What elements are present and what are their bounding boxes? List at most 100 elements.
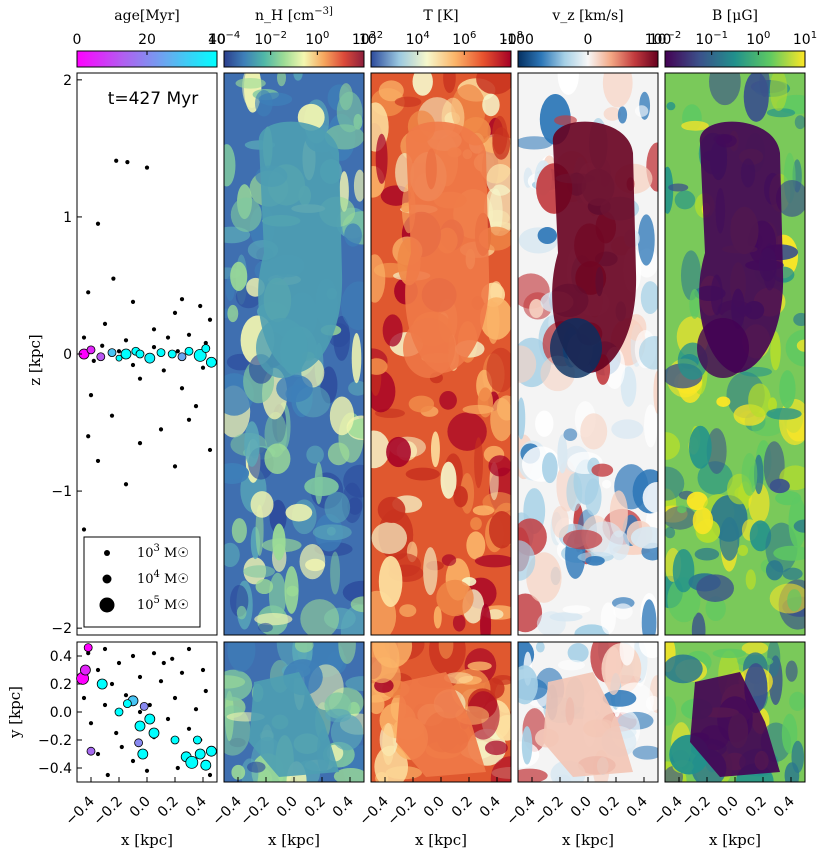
map-texture xyxy=(462,404,494,415)
map-texture xyxy=(562,605,591,614)
young-star-point xyxy=(167,349,177,359)
legend-marker xyxy=(102,574,112,584)
old-star-point xyxy=(81,695,87,701)
map-texture xyxy=(562,529,603,550)
map-texture xyxy=(557,659,585,671)
map-texture xyxy=(441,554,457,566)
map-texture xyxy=(470,517,482,531)
map-texture xyxy=(353,169,364,202)
old-star-point xyxy=(119,744,124,750)
old-star-point xyxy=(81,335,87,340)
colorbar-tick-label: 106 xyxy=(452,30,476,48)
map-texture xyxy=(630,526,658,549)
old-star-point xyxy=(172,695,178,701)
map-texture xyxy=(668,183,689,192)
old-star-point xyxy=(88,393,94,398)
map-texture xyxy=(680,250,702,301)
map-texture xyxy=(767,642,781,677)
panels xyxy=(76,72,806,783)
map-texture xyxy=(689,425,712,469)
old-star-point xyxy=(105,772,110,778)
colorbar-tick-label: 101 xyxy=(793,30,817,48)
old-star-point xyxy=(203,340,208,346)
x-tick-label: −0.4 xyxy=(650,793,685,828)
map-texture xyxy=(613,603,633,620)
map-texture xyxy=(371,522,408,554)
map-texture xyxy=(638,335,658,370)
x-tick-label: −0.4 xyxy=(356,793,391,828)
map-texture xyxy=(227,642,256,672)
map-texture xyxy=(466,531,486,560)
x-axis-label: x [kpc] xyxy=(268,831,320,849)
old-star-point xyxy=(165,716,171,722)
colorbar-title: n_H [cm−3] xyxy=(255,6,333,24)
map-texture xyxy=(665,466,685,501)
young-star-point xyxy=(144,713,156,725)
map-texture xyxy=(440,461,457,499)
map-texture xyxy=(443,672,474,684)
map-texture xyxy=(793,312,805,327)
old-star-point xyxy=(111,276,116,281)
map-texture xyxy=(293,73,303,81)
map-texture xyxy=(529,299,544,319)
map-texture xyxy=(254,613,293,626)
map-texture xyxy=(773,545,805,561)
map-texture xyxy=(340,281,364,331)
old-star-point xyxy=(86,434,91,439)
map-texture xyxy=(769,73,788,111)
map-texture xyxy=(327,442,350,466)
map-texture xyxy=(306,445,324,464)
map-texture xyxy=(766,407,802,420)
colorbar-tick-label: 104 xyxy=(406,30,430,48)
map-texture xyxy=(585,556,605,566)
map-texture xyxy=(227,304,239,323)
map-texture xyxy=(665,527,676,539)
map-texture xyxy=(793,519,805,533)
x-axis-temperature: −0.4−0.2 0.0 0.2 0.4 x [kpc] xyxy=(356,777,504,849)
old-star-point xyxy=(186,417,192,422)
young-star-point xyxy=(135,349,145,359)
map-texture xyxy=(743,73,769,122)
old-star-point xyxy=(114,158,119,163)
colorbar-tick-label: 0 xyxy=(584,32,593,48)
x-tick-label: 0.2 xyxy=(155,794,182,821)
map-texture xyxy=(706,428,727,475)
panel-frame xyxy=(370,72,512,636)
map-texture xyxy=(329,396,355,436)
colorbar-tick-label: -100 xyxy=(502,32,534,48)
map-texture xyxy=(394,96,422,108)
map-texture xyxy=(492,115,508,155)
map-texture xyxy=(399,604,417,617)
map-texture xyxy=(371,642,400,684)
map-texture xyxy=(637,214,655,266)
map-texture xyxy=(474,437,484,489)
colorbar-bfield: B [μG] 10−2 10−1 100 101 xyxy=(649,8,817,68)
map-texture xyxy=(254,89,273,117)
map-texture xyxy=(542,452,558,484)
legend-marker xyxy=(104,550,110,556)
map-texture xyxy=(244,421,260,467)
old-star-point xyxy=(200,365,206,370)
map-texture xyxy=(535,410,554,437)
x-tick-label: −0.2 xyxy=(237,794,272,829)
old-star-point xyxy=(95,458,101,464)
map-texture xyxy=(518,345,537,383)
map-texture xyxy=(482,93,500,117)
map-texture xyxy=(602,73,633,108)
map-texture xyxy=(378,555,403,607)
young-star-point xyxy=(184,346,194,356)
map-density-top xyxy=(223,72,365,636)
y-tick-label: −0.2 xyxy=(38,733,72,749)
z-tick-label: 0 xyxy=(63,347,72,363)
map-texture xyxy=(490,756,511,782)
old-star-point xyxy=(207,447,213,453)
map-texture xyxy=(769,478,790,494)
map-texture xyxy=(696,574,734,602)
map-texture xyxy=(371,254,386,303)
map-texture xyxy=(224,144,236,187)
map-texture xyxy=(640,281,658,315)
map-texture xyxy=(236,605,247,620)
map-texture xyxy=(716,396,731,407)
map-texture xyxy=(535,642,545,653)
map-texture xyxy=(745,569,756,590)
